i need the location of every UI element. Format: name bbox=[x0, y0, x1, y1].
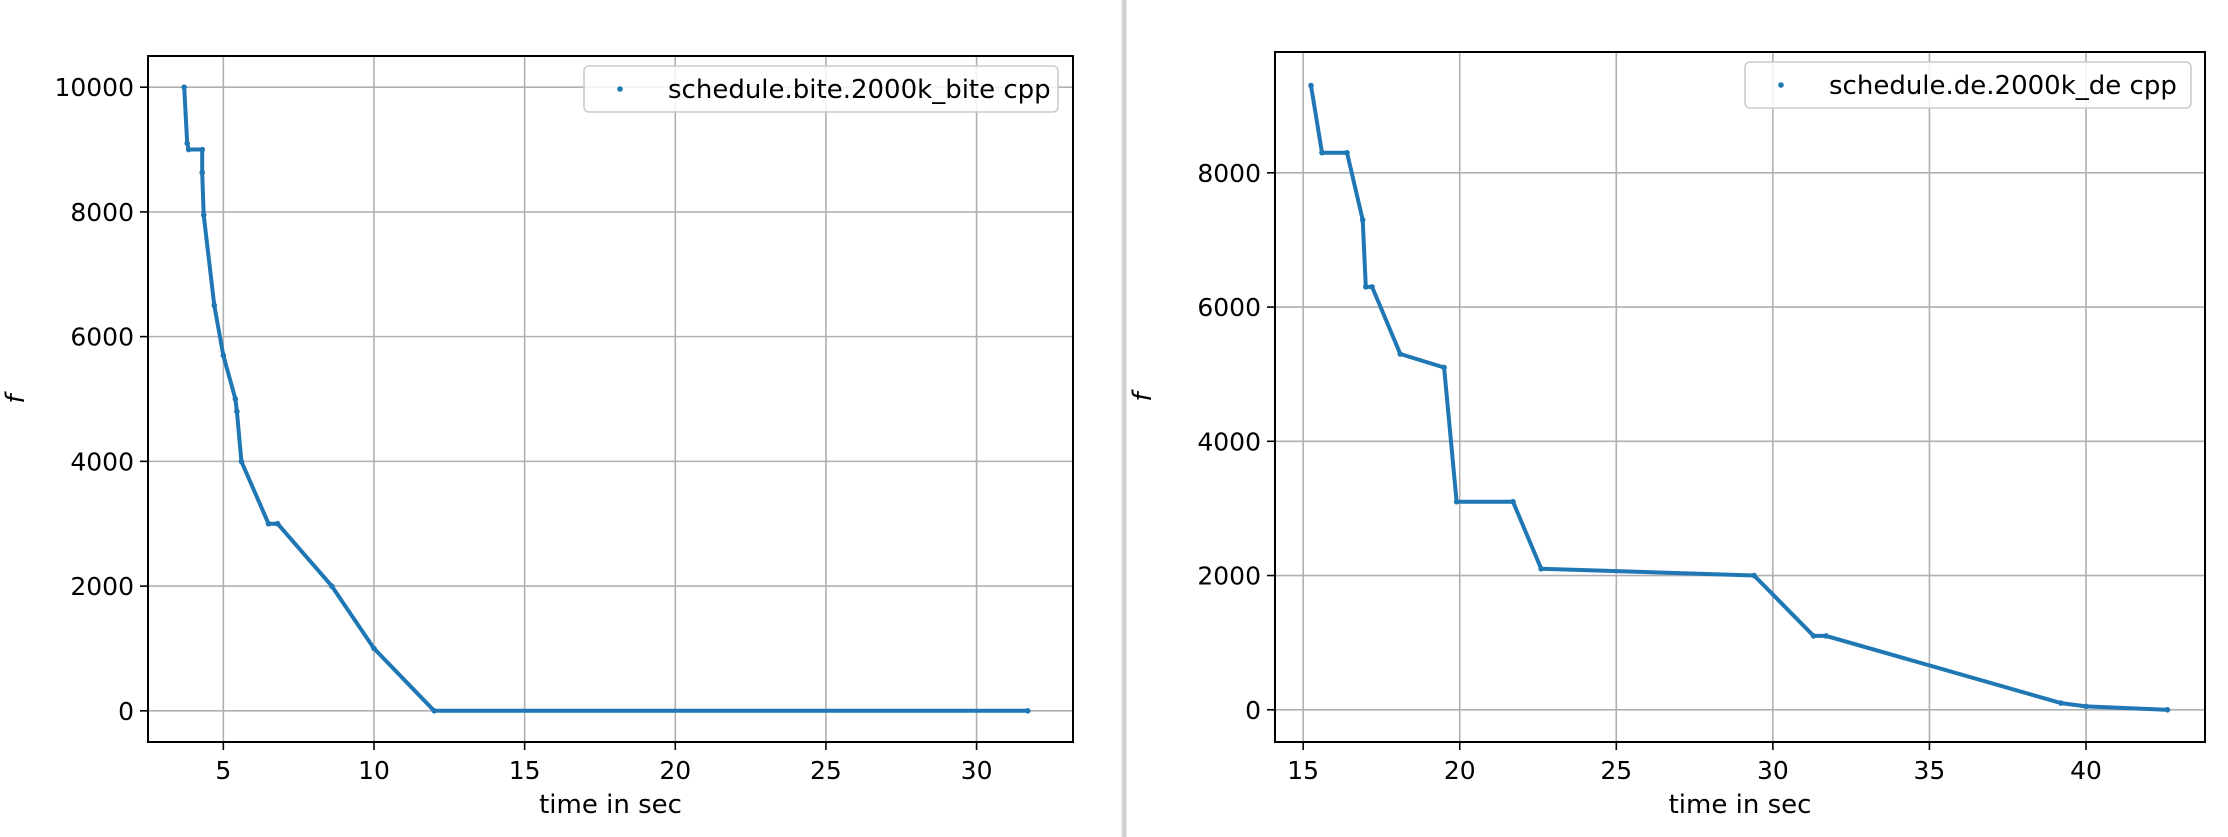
x-tick-label: 15 bbox=[1287, 756, 1319, 785]
data-point bbox=[1538, 566, 1544, 572]
data-point bbox=[238, 458, 245, 465]
x-tick-label: 25 bbox=[810, 756, 842, 785]
y-axis-label: f bbox=[1128, 389, 1158, 402]
data-point bbox=[2164, 706, 2171, 713]
legend-box bbox=[583, 65, 1059, 113]
data-point bbox=[1359, 217, 1366, 223]
data-point bbox=[181, 84, 187, 90]
data-point bbox=[185, 146, 192, 153]
data-point bbox=[1369, 284, 1375, 290]
chart-panel-left: 5 10 15 20 25 30 0 2000 4000 6000 8000 10000 time in… bbox=[1, 55, 1074, 820]
data-point bbox=[1823, 633, 1829, 639]
y-tick-label: 8000 bbox=[1197, 159, 1261, 188]
x-tick-label: 20 bbox=[659, 756, 691, 785]
y-tick-label: 4000 bbox=[70, 447, 134, 476]
y-tick-label: 0 bbox=[1245, 696, 1261, 725]
data-point bbox=[220, 352, 227, 359]
x-tick-label: 15 bbox=[509, 756, 541, 785]
data-point bbox=[274, 520, 281, 527]
data-point bbox=[1344, 149, 1350, 156]
y-tick-label: 6000 bbox=[1197, 293, 1261, 322]
y-tick-label: 4000 bbox=[1197, 427, 1261, 456]
data-point bbox=[199, 146, 206, 153]
chart-left: 5 10 15 20 25 30 0 2000 4000 6000 8000 10000 time in… bbox=[1, 55, 1074, 820]
data-point bbox=[1025, 708, 1031, 714]
x-tick-label: 40 bbox=[2070, 756, 2102, 785]
data-point bbox=[431, 708, 438, 714]
x-tick-label: 20 bbox=[1444, 756, 1476, 785]
legend-marker bbox=[1778, 82, 1784, 88]
series-trace bbox=[1309, 85, 2168, 712]
data-point bbox=[1363, 284, 1369, 290]
data-point bbox=[1308, 82, 1314, 89]
legend-marker bbox=[617, 86, 623, 92]
y-tick-label: 8000 bbox=[70, 198, 134, 227]
data-point bbox=[1441, 364, 1447, 371]
y-axis-label: f bbox=[1, 391, 31, 404]
data-point bbox=[1319, 149, 1325, 156]
axes-frame bbox=[1274, 51, 2206, 743]
legend-label: schedule.de.2000k_de cpp bbox=[1829, 71, 2177, 101]
y-tick-label: 10000 bbox=[54, 73, 134, 102]
data-point bbox=[232, 396, 239, 402]
data-point bbox=[371, 645, 377, 652]
data-point bbox=[199, 169, 206, 176]
x-tick-label: 10 bbox=[358, 756, 390, 785]
x-tick-label: 25 bbox=[1600, 756, 1632, 785]
x-axis-label: time in sec bbox=[539, 790, 682, 820]
y-tick-label: 2000 bbox=[1197, 562, 1261, 591]
data-point bbox=[2083, 703, 2089, 710]
data-point bbox=[234, 408, 240, 415]
y-tick-label: 6000 bbox=[70, 323, 134, 352]
x-tick-label: 35 bbox=[1914, 756, 1946, 785]
chart-right: 15 20 25 30 35 40 0 2000 4000 6000 8000 time in sec… bbox=[1128, 51, 2206, 820]
legend-box bbox=[1744, 61, 2192, 109]
data-point bbox=[265, 520, 272, 527]
y-tick-label: 2000 bbox=[70, 572, 134, 601]
data-point bbox=[1751, 572, 1757, 579]
series-trace bbox=[182, 87, 1028, 713]
data-point bbox=[211, 302, 218, 309]
data-point bbox=[1397, 351, 1404, 357]
x-tick-label: 30 bbox=[1757, 756, 1789, 785]
y-tick-label: 0 bbox=[118, 697, 134, 726]
x-tick-label: 5 bbox=[215, 756, 231, 785]
panel-divider[interactable] bbox=[1121, 0, 1127, 837]
chart-panel-right: 15 20 25 30 35 40 0 2000 4000 6000 8000 time in sec… bbox=[1127, 0, 2228, 837]
data-point bbox=[184, 140, 190, 147]
data-point bbox=[200, 212, 207, 218]
data-point bbox=[1810, 633, 1817, 639]
legend-label: schedule.bite.2000k_bite cpp bbox=[668, 75, 1051, 105]
x-tick-label: 30 bbox=[961, 756, 993, 785]
axes-frame bbox=[147, 55, 1074, 743]
data-point bbox=[2058, 700, 2064, 706]
data-point bbox=[1453, 498, 1460, 505]
data-point bbox=[328, 583, 335, 589]
data-point bbox=[1510, 498, 1516, 505]
x-axis-label: time in sec bbox=[1669, 790, 1812, 820]
